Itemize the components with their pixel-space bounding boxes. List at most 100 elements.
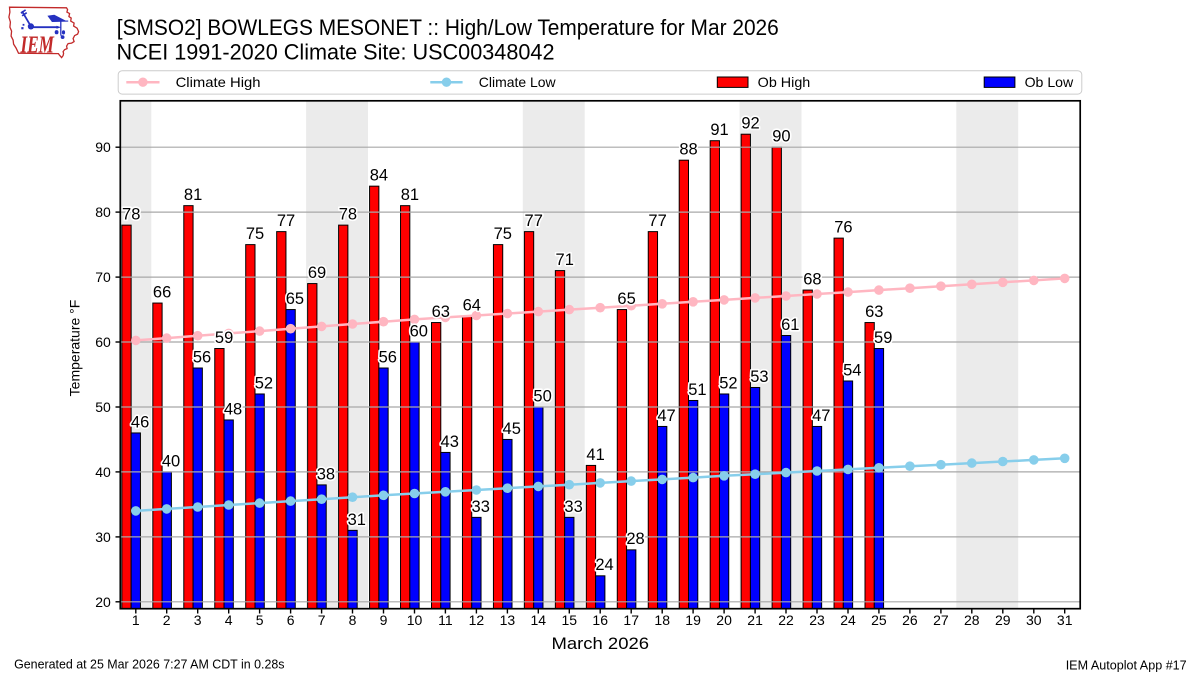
svg-text:81: 81: [401, 186, 419, 204]
svg-text:38: 38: [317, 465, 335, 483]
svg-text:26: 26: [902, 612, 918, 628]
svg-text:22: 22: [778, 612, 794, 628]
svg-text:IEM: IEM: [20, 31, 55, 58]
svg-text:60: 60: [95, 334, 111, 350]
svg-text:30: 30: [1026, 612, 1042, 628]
svg-text:75: 75: [246, 225, 264, 243]
svg-text:47: 47: [657, 407, 675, 425]
svg-text:4: 4: [225, 612, 233, 628]
svg-text:Ob Low: Ob Low: [1025, 74, 1074, 90]
svg-text:90: 90: [772, 128, 790, 146]
svg-text:53: 53: [750, 368, 768, 386]
svg-text:10: 10: [407, 612, 423, 628]
svg-text:91: 91: [710, 121, 728, 139]
svg-text:[SMSO2] BOWLEGS MESONET :: Hig: [SMSO2] BOWLEGS MESONET :: High/Low Temp…: [117, 15, 779, 40]
svg-text:61: 61: [781, 316, 799, 334]
svg-text:45: 45: [503, 420, 521, 438]
svg-text:1: 1: [132, 612, 140, 628]
svg-text:69: 69: [308, 264, 326, 282]
svg-text:66: 66: [153, 284, 171, 302]
svg-text:59: 59: [874, 329, 892, 347]
svg-text:46: 46: [131, 413, 149, 431]
svg-text:77: 77: [525, 212, 543, 230]
svg-text:8: 8: [349, 612, 357, 628]
svg-text:40: 40: [162, 452, 180, 470]
svg-text:84: 84: [370, 167, 388, 185]
svg-text:27: 27: [933, 612, 949, 628]
svg-text:2: 2: [163, 612, 171, 628]
svg-text:43: 43: [441, 433, 459, 451]
svg-text:7: 7: [318, 612, 326, 628]
svg-text:77: 77: [277, 212, 295, 230]
svg-text:31: 31: [348, 511, 366, 529]
svg-text:40: 40: [95, 464, 111, 480]
svg-text:Climate High: Climate High: [176, 74, 261, 90]
svg-text:28: 28: [626, 530, 644, 548]
svg-text:16: 16: [592, 612, 608, 628]
svg-text:Temperature °F: Temperature °F: [67, 300, 83, 397]
svg-text:31: 31: [1057, 612, 1073, 628]
svg-text:9: 9: [380, 612, 388, 628]
svg-text:25: 25: [871, 612, 887, 628]
svg-text:78: 78: [339, 206, 357, 224]
svg-text:24: 24: [840, 612, 856, 628]
svg-text:Generated at 25 Mar 2026 7:27: Generated at 25 Mar 2026 7:27 AM CDT in …: [14, 656, 285, 671]
svg-text:6: 6: [287, 612, 295, 628]
svg-text:13: 13: [500, 612, 516, 628]
svg-text:41: 41: [586, 446, 604, 464]
svg-text:64: 64: [463, 297, 481, 315]
svg-text:90: 90: [95, 139, 111, 155]
svg-text:3: 3: [194, 612, 202, 628]
svg-text:77: 77: [648, 212, 666, 230]
svg-text:65: 65: [617, 290, 635, 308]
svg-text:50: 50: [533, 387, 551, 405]
svg-text:14: 14: [531, 612, 547, 628]
svg-text:88: 88: [679, 141, 697, 159]
svg-text:63: 63: [865, 303, 883, 321]
svg-text:28: 28: [964, 612, 980, 628]
svg-text:NCEI 1991-2020 Climate Site: U: NCEI 1991-2020 Climate Site: USC00348042: [117, 39, 555, 64]
svg-text:29: 29: [995, 612, 1011, 628]
svg-text:81: 81: [184, 186, 202, 204]
svg-text:Climate Low: Climate Low: [479, 74, 557, 90]
svg-text:12: 12: [469, 612, 485, 628]
svg-text:65: 65: [286, 290, 304, 308]
svg-text:19: 19: [685, 612, 701, 628]
svg-text:Ob High: Ob High: [758, 74, 811, 90]
svg-text:56: 56: [193, 348, 211, 366]
svg-text:52: 52: [255, 374, 273, 392]
svg-text:23: 23: [809, 612, 825, 628]
svg-text:33: 33: [564, 498, 582, 516]
svg-text:54: 54: [843, 361, 861, 379]
svg-text:52: 52: [719, 374, 737, 392]
svg-text:75: 75: [494, 225, 512, 243]
svg-text:33: 33: [472, 498, 490, 516]
svg-text:68: 68: [803, 271, 821, 289]
svg-text:20: 20: [95, 594, 111, 610]
svg-text:5: 5: [256, 612, 264, 628]
svg-text:21: 21: [747, 612, 763, 628]
svg-text:80: 80: [95, 204, 111, 220]
svg-text:70: 70: [95, 269, 111, 285]
svg-text:71: 71: [556, 251, 574, 269]
svg-text:78: 78: [122, 206, 140, 224]
svg-text:50: 50: [95, 399, 111, 415]
svg-text:24: 24: [595, 556, 613, 574]
svg-text:20: 20: [716, 612, 732, 628]
svg-text:92: 92: [741, 115, 759, 133]
svg-text:March 2026: March 2026: [552, 634, 650, 653]
svg-text:48: 48: [224, 400, 242, 418]
svg-text:18: 18: [654, 612, 670, 628]
svg-text:60: 60: [410, 322, 428, 340]
svg-text:47: 47: [812, 407, 830, 425]
svg-text:76: 76: [834, 219, 852, 237]
svg-text:63: 63: [432, 303, 450, 321]
svg-text:11: 11: [438, 612, 453, 628]
svg-text:59: 59: [215, 329, 233, 347]
svg-text:15: 15: [562, 612, 578, 628]
svg-text:30: 30: [95, 529, 111, 545]
svg-text:IEM Autoplot App #17: IEM Autoplot App #17: [1066, 657, 1187, 672]
svg-text:17: 17: [623, 612, 639, 628]
svg-text:51: 51: [688, 381, 706, 399]
svg-text:56: 56: [379, 348, 397, 366]
